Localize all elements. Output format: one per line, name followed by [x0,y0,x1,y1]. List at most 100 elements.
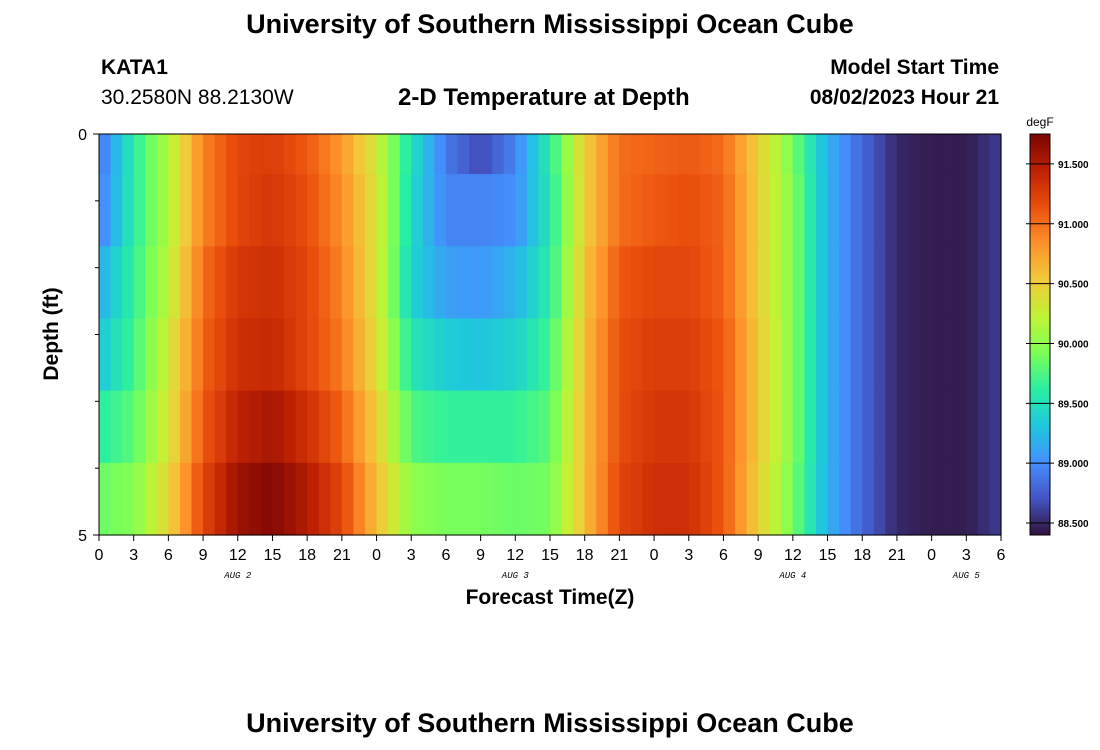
heatmap-cell [434,174,447,247]
heatmap-cell [110,246,123,320]
x-tick-label: 21 [333,547,351,564]
heatmap-cell [399,246,412,320]
heatmap-cell [677,318,690,392]
heatmap-cell [781,174,794,247]
heatmap-cell [758,390,771,464]
heatmap-cell [422,318,435,392]
heatmap-cell [179,462,193,536]
heatmap-cell [399,318,412,392]
heatmap-cell [434,390,447,464]
heatmap-cell [364,134,378,175]
heatmap-cell [284,390,297,464]
heatmap-cell [550,134,563,175]
heatmap-cell [584,134,597,175]
heatmap-cell [156,390,169,464]
heatmap-cell [850,246,863,320]
heatmap-cell [746,174,759,247]
heatmap-cell [422,462,435,536]
heatmap-cell [422,390,435,464]
heatmap-cell [977,246,991,320]
heatmap-cell [99,318,112,392]
heatmap-cell [364,318,378,392]
heatmap-cell [411,174,424,247]
heatmap-cell [665,462,678,536]
heatmap-cell [411,462,424,536]
heatmap-cell [966,246,979,320]
x-tick-label: 18 [298,547,316,564]
heatmap-cell [966,174,979,247]
heatmap-cell [839,134,852,175]
heatmap-cell [145,174,158,247]
heatmap-cell [318,390,331,464]
heatmap-cell [457,134,470,175]
heatmap-cell [735,246,748,320]
heatmap-cell [492,134,505,175]
heatmap-cell [873,318,886,392]
heatmap-cell [260,134,274,175]
x-day-label: AUG 4 [778,571,806,581]
x-tick-label: 6 [164,547,173,564]
heatmap-cell [827,134,840,175]
heatmap-cell [966,390,979,464]
heatmap-cell [746,246,759,320]
heatmap-cell [503,390,516,464]
heatmap-cell [873,462,886,536]
heatmap-cell [318,318,331,392]
heatmap-cell [260,318,274,392]
heatmap-cell [388,174,401,247]
heatmap-cell [873,174,886,247]
heatmap-cell [376,134,389,175]
heatmap-cell [804,174,817,247]
heatmap-cell [642,246,655,320]
heatmap-cell [654,318,667,392]
model-start-label: Model Start Time [830,56,999,79]
heatmap-cell [457,462,470,536]
heatmap-cell [700,174,713,247]
heatmap-cell [619,246,632,320]
heatmap-cell [203,246,216,320]
heatmap-cell [469,462,482,536]
heatmap-cell [550,246,563,320]
heatmap-cell [711,174,725,247]
heatmap-cell [573,134,586,175]
heatmap-cell [249,134,262,175]
heatmap-cell [735,390,748,464]
heatmap-cell [769,318,782,392]
heatmap-cell [827,462,840,536]
heatmap-cell [515,390,528,464]
heatmap-cell [654,134,667,175]
heatmap-cell [445,462,459,536]
heatmap-cell [723,390,736,464]
heatmap-cell [411,318,424,392]
chart-subtitle: 2-D Temperature at Depth [398,84,690,111]
heatmap-cell [977,134,991,175]
heatmap-cell [723,318,736,392]
heatmap-cell [295,174,308,247]
heatmap-cell [434,246,447,320]
heatmap-cell [804,246,817,320]
heatmap-cell [630,318,644,392]
heatmap-cell [815,318,829,392]
heatmap-cell [214,246,227,320]
heatmap-cell [989,174,1002,247]
heatmap-cell [272,462,285,536]
heatmap-cell [237,174,250,247]
heatmap-cell [654,174,667,247]
heatmap-cell [191,174,204,247]
colorbar: degF 91.500 91.000 90.500 90.000 89.500 89.000… [1026,115,1089,536]
heatmap-cell [758,462,771,536]
heatmap-cell [480,318,493,392]
heatmap-cell [723,174,736,247]
heatmap-cell [908,318,921,392]
heatmap-cell [873,246,886,320]
heatmap-cell [411,390,424,464]
heatmap-cell [758,134,771,175]
heatmap-cell [885,246,898,320]
heatmap-cell [503,318,516,392]
heatmap-cell [191,318,204,392]
heatmap-cell [573,390,586,464]
heatmap-cell [966,134,979,175]
heatmap-cell [168,318,181,392]
heatmap-cell [295,390,308,464]
heatmap-cell [237,246,250,320]
